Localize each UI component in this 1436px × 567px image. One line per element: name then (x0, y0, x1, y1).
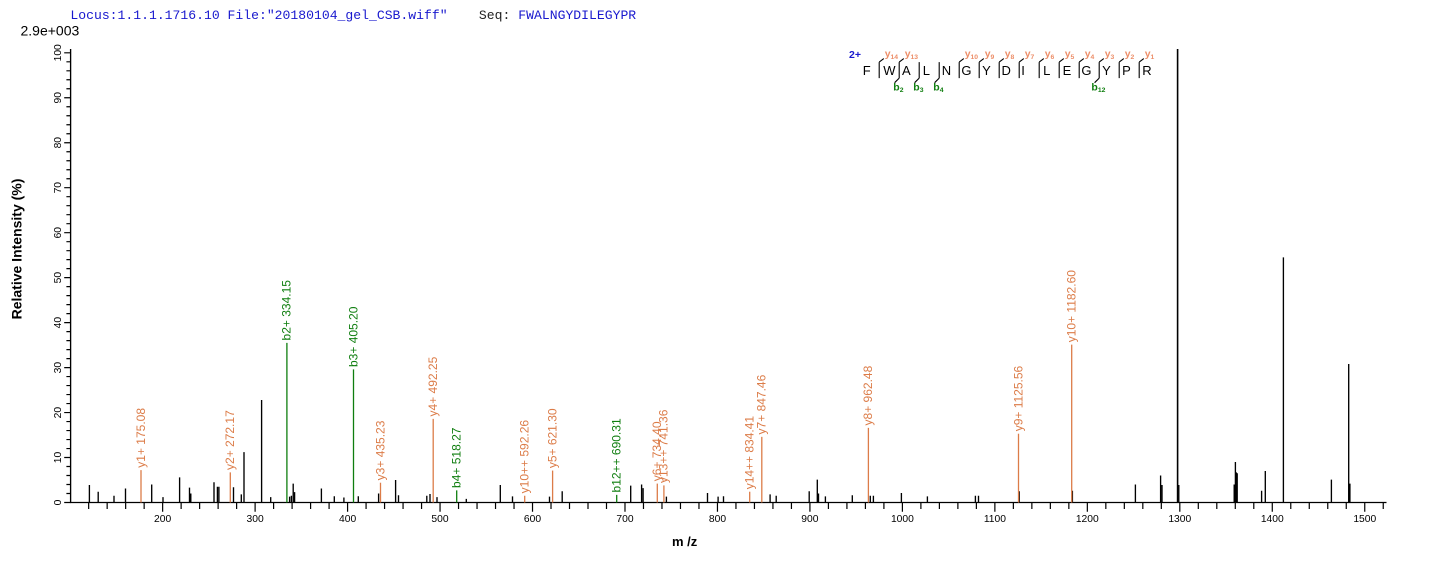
svg-text:P: P (1122, 63, 1131, 78)
svg-text:y5+ 621.30: y5+ 621.30 (545, 408, 559, 468)
svg-text:y9: y9 (985, 48, 995, 61)
svg-text:Y: Y (1102, 63, 1111, 78)
svg-text:y2+ 272.17: y2+ 272.17 (223, 410, 237, 470)
svg-text:1500: 1500 (1353, 514, 1376, 525)
svg-text:100: 100 (53, 44, 64, 61)
svg-text:50: 50 (53, 272, 64, 284)
svg-text:y10++ 592.26: y10++ 592.26 (518, 420, 532, 494)
svg-text:y2: y2 (1125, 48, 1135, 61)
svg-text:G: G (961, 63, 971, 78)
svg-text:y14++ 834.41: y14++ 834.41 (743, 416, 757, 490)
svg-text:1100: 1100 (984, 514, 1006, 525)
svg-text:y3: y3 (1105, 48, 1115, 61)
svg-text:b4+ 518.27: b4+ 518.27 (450, 427, 464, 488)
svg-text:600: 600 (524, 514, 541, 525)
svg-text:700: 700 (616, 514, 633, 525)
svg-text:FWALNGYDILEGYPR: FWALNGYDILEGYPR (518, 8, 636, 23)
svg-text:300: 300 (247, 514, 264, 525)
svg-text:200: 200 (154, 514, 171, 525)
svg-text:Locus:1.1.1.1716.10 File:"2018: Locus:1.1.1.1716.10 File:"20180104_gel_C… (70, 8, 447, 23)
svg-text:A: A (902, 63, 911, 78)
svg-text:2+: 2+ (849, 49, 861, 61)
svg-text:N: N (942, 63, 951, 78)
svg-text:Relative Intensity (%): Relative Intensity (%) (9, 179, 25, 320)
svg-text:y9+ 1125.56: y9+ 1125.56 (1011, 365, 1025, 431)
svg-text:10: 10 (53, 452, 64, 464)
svg-text:400: 400 (339, 514, 356, 525)
svg-text:y13: y13 (905, 48, 919, 61)
svg-text:90: 90 (53, 92, 64, 104)
svg-text:y14: y14 (885, 48, 899, 61)
svg-text:y6: y6 (1045, 48, 1055, 61)
svg-text:900: 900 (801, 514, 818, 525)
svg-text:b3+ 405.20: b3+ 405.20 (346, 306, 360, 367)
svg-text:20: 20 (53, 407, 64, 419)
svg-text:0: 0 (53, 499, 64, 505)
svg-text:40: 40 (53, 317, 64, 329)
svg-text:L: L (923, 63, 930, 78)
svg-text:E: E (1063, 63, 1072, 78)
svg-text:Seq:: Seq: (479, 8, 510, 23)
svg-text:60: 60 (53, 227, 64, 239)
svg-text:b2+ 334.15: b2+ 334.15 (280, 280, 294, 341)
svg-text:y1+ 175.08: y1+ 175.08 (134, 408, 148, 468)
svg-text:y8+ 962.48: y8+ 962.48 (861, 365, 875, 425)
svg-text:500: 500 (431, 514, 448, 525)
svg-text:y3+ 435.23: y3+ 435.23 (373, 420, 387, 480)
svg-text:b2: b2 (893, 81, 903, 94)
svg-text:R: R (1142, 63, 1151, 78)
svg-text:b12++ 690.31: b12++ 690.31 (610, 418, 624, 492)
svg-text:y10: y10 (965, 48, 979, 61)
svg-text:y8: y8 (1005, 48, 1015, 61)
svg-text:1300: 1300 (1168, 514, 1191, 525)
svg-text:80: 80 (53, 137, 64, 149)
svg-text:b3: b3 (913, 81, 923, 94)
svg-text:m /z: m /z (672, 534, 698, 549)
svg-text:y10+ 1182.60: y10+ 1182.60 (1065, 270, 1079, 343)
svg-text:y1: y1 (1145, 48, 1155, 61)
svg-text:70: 70 (53, 182, 64, 194)
svg-text:2.9e+003: 2.9e+003 (21, 23, 80, 39)
svg-text:y4+ 492.25: y4+ 492.25 (426, 356, 440, 416)
svg-text:b12: b12 (1091, 81, 1105, 94)
svg-text:y6+ 734.40: y6+ 734.40 (650, 421, 664, 481)
svg-text:b4: b4 (933, 81, 943, 94)
svg-text:L: L (1043, 63, 1050, 78)
svg-text:G: G (1081, 63, 1091, 78)
svg-text:I: I (1021, 63, 1025, 78)
svg-text:y7+ 847.46: y7+ 847.46 (755, 374, 769, 434)
svg-text:1200: 1200 (1076, 514, 1099, 525)
svg-text:1000: 1000 (891, 514, 914, 525)
svg-text:y4: y4 (1085, 48, 1095, 61)
svg-text:30: 30 (53, 362, 64, 374)
svg-text:1400: 1400 (1261, 514, 1284, 525)
svg-text:y5: y5 (1065, 48, 1075, 61)
svg-text:F: F (863, 63, 871, 78)
svg-text:D: D (1002, 63, 1011, 78)
svg-text:y7: y7 (1025, 48, 1035, 61)
svg-text:800: 800 (709, 514, 726, 525)
svg-text:y13++ 741.36: y13++ 741.36 (657, 409, 671, 483)
svg-text:W: W (883, 63, 896, 78)
svg-text:Y: Y (982, 63, 991, 78)
